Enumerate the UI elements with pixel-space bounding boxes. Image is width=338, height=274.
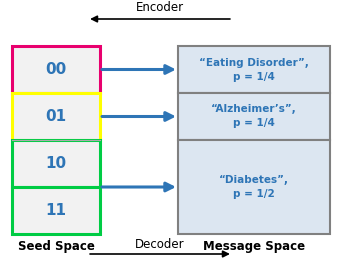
Bar [178, 93, 330, 140]
Bar [178, 46, 330, 93]
Text: Seed Space: Seed Space [18, 240, 94, 253]
Bar [12, 140, 100, 187]
Text: 10: 10 [45, 156, 67, 171]
Text: “Alzheimer’s”,
p = 1/4: “Alzheimer’s”, p = 1/4 [211, 104, 297, 129]
Bar [12, 46, 100, 93]
Text: “Eating Disorder”,
p = 1/4: “Eating Disorder”, p = 1/4 [199, 58, 309, 81]
Bar [178, 140, 330, 234]
Bar [12, 187, 100, 234]
Text: 00: 00 [45, 62, 67, 77]
Text: “Diabetes”,
p = 1/2: “Diabetes”, p = 1/2 [219, 175, 289, 199]
Text: Decoder: Decoder [135, 238, 185, 251]
Text: 11: 11 [46, 203, 67, 218]
Text: 01: 01 [45, 109, 67, 124]
Bar [12, 93, 100, 140]
Text: Message Space: Message Space [203, 240, 305, 253]
Text: Encoder: Encoder [136, 1, 184, 14]
